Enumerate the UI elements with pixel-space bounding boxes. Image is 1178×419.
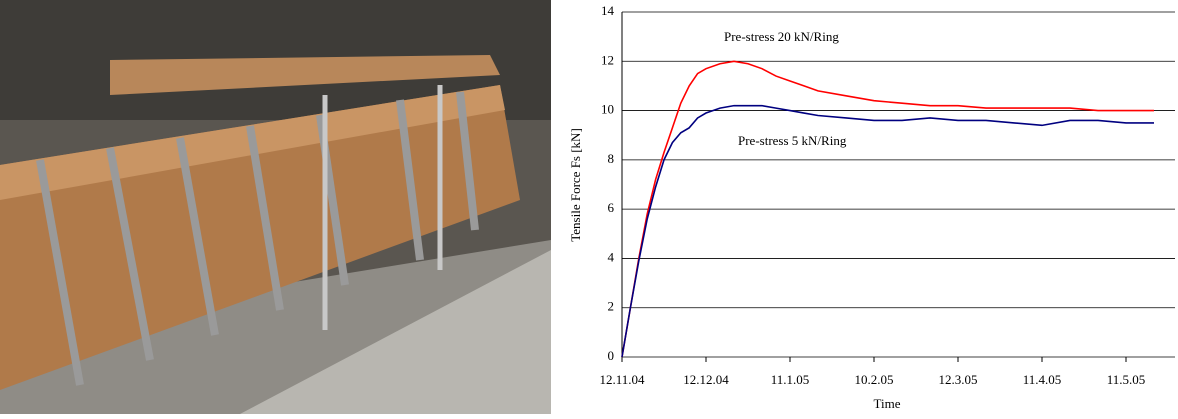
x-tick-label: 12.3.05 [939, 372, 978, 387]
x-tick-label: 12.11.04 [599, 372, 645, 387]
y-tick-label: 6 [608, 200, 615, 215]
x-tick-label: 10.2.05 [855, 372, 894, 387]
x-axis-label: Time [874, 396, 901, 411]
x-tick-label: 11.4.05 [1023, 372, 1062, 387]
photo [0, 0, 551, 414]
x-tick-label: 12.12.04 [683, 372, 729, 387]
x-tick-label: 11.1.05 [771, 372, 810, 387]
y-tick-label: 14 [601, 3, 615, 18]
y-axis-label: Tensile Force Fs [kN] [568, 128, 583, 242]
y-tick-label: 12 [601, 52, 614, 67]
y-tick-label: 4 [608, 249, 615, 264]
y-tick-label: 2 [608, 299, 615, 314]
x-tick-label: 11.5.05 [1107, 372, 1146, 387]
y-tick-label: 0 [608, 348, 615, 363]
series-line [621, 60, 1154, 358]
series-label: Pre-stress 5 kN/Ring [738, 133, 847, 148]
y-tick-label: 10 [601, 102, 614, 117]
series-label: Pre-stress 20 kN/Ring [724, 29, 839, 44]
series-line [621, 104, 1154, 358]
y-tick-label: 8 [608, 151, 615, 166]
